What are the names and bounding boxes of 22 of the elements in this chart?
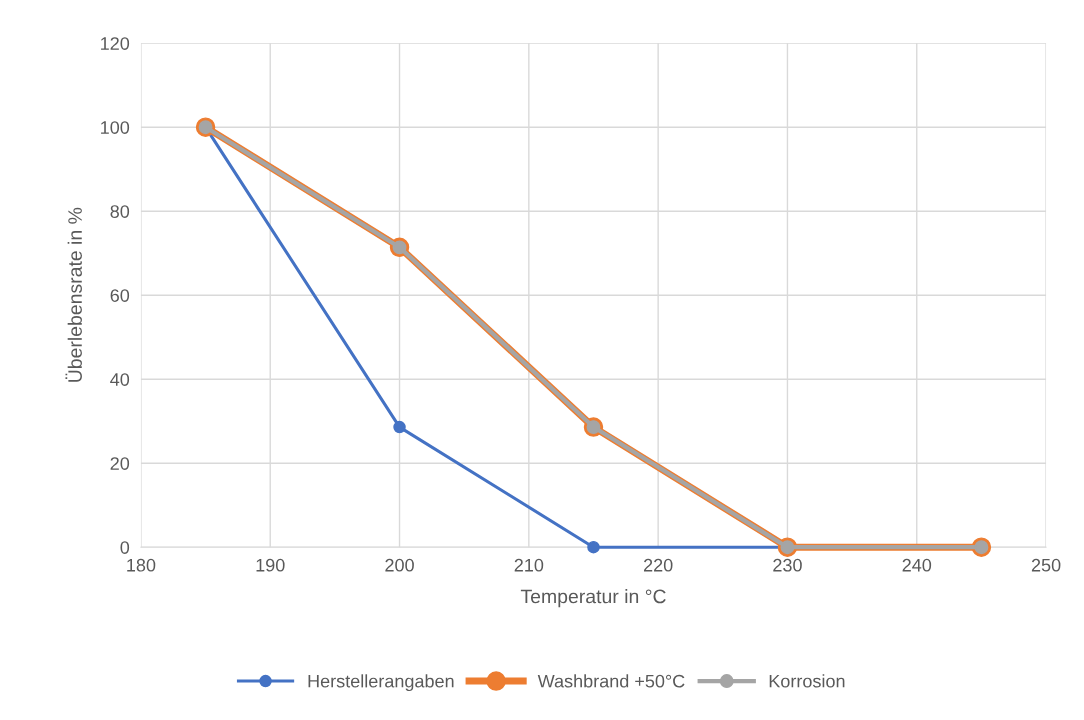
legend-label: Herstellerangaben [308, 674, 454, 692]
x-tick-label: 220 [643, 558, 673, 572]
y-axis-title: Überlebensrate in % [65, 207, 82, 382]
x-tick-label: 180 [127, 558, 156, 572]
x-tick-label: 250 [1031, 558, 1061, 572]
y-tick-label: 20 [110, 457, 130, 470]
x-tick-label: 210 [514, 558, 544, 572]
legend-label: Washbrand +50°C [537, 674, 685, 688]
x-axis-title: Temperatur in °C [520, 589, 666, 608]
legend-label: Korrosion [769, 674, 845, 688]
x-tick-label: 190 [256, 558, 285, 572]
x-tick-label: 230 [773, 558, 802, 572]
point [393, 420, 406, 434]
y-tick-label: 100 [101, 121, 130, 134]
y-tick-label: 80 [110, 205, 130, 218]
y-tick-label: 40 [110, 373, 130, 386]
y-tick-label: 120 [101, 37, 130, 50]
point [587, 540, 600, 554]
x-tick-label: 200 [385, 558, 414, 572]
x-tick-label: 240 [902, 558, 932, 572]
y-tick-label: 0 [120, 541, 130, 554]
y-tick-label: 60 [110, 289, 130, 302]
